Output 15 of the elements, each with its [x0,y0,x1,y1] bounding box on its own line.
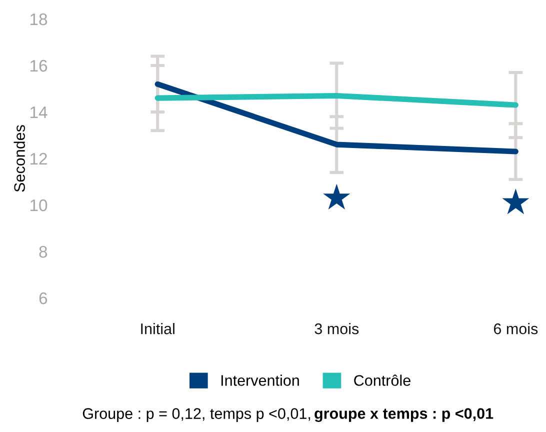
text: Groupe : p = 0,12, temps p <0,01, [82,408,310,422]
y-tick-label: 10 [30,199,48,212]
x-tick-label: Initial [141,323,174,334]
x-tick-label: 3 mois [314,323,359,334]
legend-label: Contrôle [354,374,410,386]
y-tick-label: 18 [30,13,48,26]
y-tick-label: 14 [30,106,48,118]
y-axis-title: Secondes [14,125,25,192]
y-tick-label: 12 [30,152,47,165]
y-tick-label: 8 [39,246,48,258]
x-tick-label: 6 mois [494,323,538,334]
y-tick-label: 6 [39,292,48,304]
legend-label: Intervention [221,374,299,386]
y-tick-label: 16 [30,60,48,72]
text: groupe x temps : p <0,01 [314,408,494,422]
